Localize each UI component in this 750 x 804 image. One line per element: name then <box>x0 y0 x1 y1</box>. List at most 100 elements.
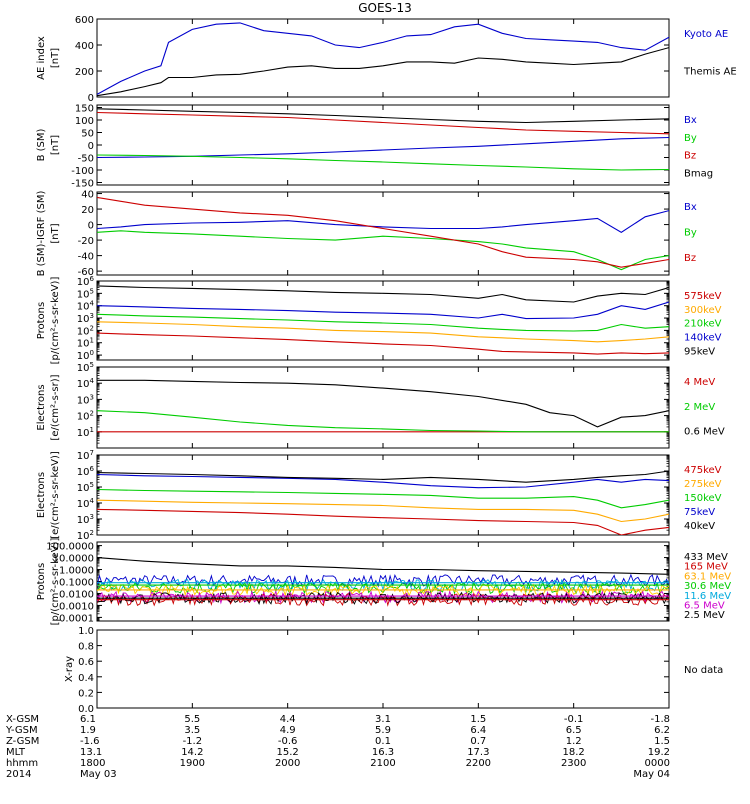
date-end-label: May 04 <box>633 769 670 780</box>
panel-xray: 1.0 0.8 0.6 0.4 0.2 0.0 X-ray No data <box>64 626 723 715</box>
legend-entry: 210keV <box>684 319 722 330</box>
y-tick-label: 102 <box>77 324 94 337</box>
series-line-433-mev <box>97 557 669 575</box>
y-tick-label: 106 <box>77 465 95 478</box>
y-tick-label: 0.6 <box>78 657 94 668</box>
y-tick-label: -60 <box>78 267 94 278</box>
legend-entry: 300keV <box>684 305 722 316</box>
axis-cell-mlt: 18.2 <box>563 747 585 758</box>
axis-cell-hhmm: 2100 <box>370 758 395 769</box>
y-axis-label: Electrons <box>36 384 47 430</box>
y-tick-label: 0.0 <box>78 704 94 715</box>
axis-cell-xgsm: -1.8 <box>650 714 670 725</box>
axis-cell-ygsm: 3.5 <box>184 725 200 736</box>
series-line-bz <box>97 111 669 135</box>
y-tick-label: 50 <box>81 129 94 140</box>
series-line-kyoto-ae <box>97 22 669 95</box>
legend-entry: Bx <box>684 202 697 213</box>
series-line-bx <box>97 136 669 159</box>
panel-bigrf: 40 20 0 -20 -40 -60 B (SM)-IGRF (SM) [nT] Bx By Bz <box>36 190 697 279</box>
legend-entry: 4 MeV <box>684 377 715 388</box>
legend-entry: 150keV <box>684 493 722 504</box>
axis-cell-xgsm: 6.1 <box>80 714 96 725</box>
y-tick-label: 0.1000 <box>59 578 94 589</box>
axis-row-label: hhmm <box>6 758 38 769</box>
series-line-bx <box>97 210 669 233</box>
y-tick-label: 105 <box>77 481 94 494</box>
y-axis-label: [nT] <box>50 135 61 155</box>
axis-row-label: Z-GSM <box>6 736 39 747</box>
series-line-by <box>97 154 669 171</box>
y-axis-label: [e/(cm²-s-sr)] <box>50 374 61 440</box>
series-line-140kev <box>97 301 669 320</box>
y-tick-label: 0 <box>88 221 94 232</box>
axis-row-label: Y-GSM <box>5 725 38 736</box>
legend-entry: Bz <box>684 151 696 162</box>
axis-cell-ygsm: 6.2 <box>654 725 670 736</box>
y-tick-label: 0.0001 <box>59 613 94 624</box>
y-axis-label: [nT] <box>50 223 61 243</box>
axis-cell-mlt: 13.1 <box>80 747 102 758</box>
axis-cell-zgsm: -1.6 <box>80 736 100 747</box>
panel-annotation: No data <box>684 665 723 676</box>
y-tick-label: 200 <box>75 67 94 78</box>
legend-entry: By <box>684 133 697 144</box>
legend-entry: Kyoto AE <box>684 29 728 40</box>
y-tick-label: 103 <box>77 513 94 526</box>
series-line-275kev <box>97 499 669 523</box>
y-axis-label: [p/(cm²-s-sr-keV)] <box>50 538 61 626</box>
axis-cell-xgsm: 4.4 <box>280 714 296 725</box>
series-line-210kev <box>97 313 669 332</box>
y-tick-label: -20 <box>78 236 94 247</box>
panel-frame <box>96 18 670 98</box>
y-tick-label: 105 <box>77 361 94 374</box>
y-axis-label: [e/(cm²-s-sr-keV)] <box>50 451 61 539</box>
y-tick-label: 0.8 <box>78 642 94 653</box>
axis-cell-mlt: 19.2 <box>648 747 670 758</box>
legend-entry: 6.5 MeV <box>684 601 725 612</box>
noisy-trace <box>97 573 669 588</box>
axis-cell-hhmm: 0000 <box>645 758 670 769</box>
y-tick-label: 103 <box>77 312 94 325</box>
legend-entry: 475keV <box>684 465 722 476</box>
axis-cell-xgsm: -0.1 <box>564 714 584 725</box>
panel-protons_high: 100.000010.00001.00000.10000.01000.00100… <box>36 538 731 626</box>
axis-cell-mlt: 16.3 <box>372 747 394 758</box>
figure-title: GOES-13 <box>358 1 412 15</box>
axis-cell-ygsm: 5.9 <box>375 725 391 736</box>
legend-entry: 2 MeV <box>684 402 715 413</box>
axis-cell-ygsm: 6.5 <box>566 725 582 736</box>
axis-cell-mlt: 15.2 <box>277 747 299 758</box>
y-axis-label: B (SM) <box>36 128 47 161</box>
panel-electrons_low: 102 103 104 105 106 107 Electrons [e/(cm²-s-sr-… <box>36 449 722 542</box>
axis-cell-hhmm: 2200 <box>466 758 491 769</box>
axis-cell-xgsm: 3.1 <box>375 714 391 725</box>
y-tick-label: 101 <box>77 426 94 439</box>
series-line-40kev <box>97 470 669 483</box>
axis-row-label: MLT <box>6 747 26 758</box>
y-tick-label: 101 <box>77 337 94 350</box>
series-line-themis-ae <box>97 47 669 97</box>
y-tick-label: -40 <box>78 252 94 263</box>
series-line-bmag <box>97 108 669 124</box>
legend-entry: 95keV <box>684 346 715 357</box>
legend-entry: Bz <box>684 253 696 264</box>
series-line-bz <box>97 196 669 268</box>
axis-cell-ygsm: 1.9 <box>80 725 96 736</box>
axis-cell-zgsm: -1.2 <box>183 736 203 747</box>
axis-cell-mlt: 14.2 <box>181 747 203 758</box>
y-axis-label: B (SM)-IGRF (SM) <box>36 191 47 277</box>
legend-entry: 0.6 MeV <box>684 427 725 438</box>
legend-entry: Bx <box>684 115 697 126</box>
panel-frame <box>96 629 670 709</box>
y-axis-label: X-ray <box>64 656 75 682</box>
date-start-label: May 03 <box>80 769 117 780</box>
axis-cell-zgsm: -0.6 <box>278 736 298 747</box>
y-tick-label: 10.0000 <box>53 554 94 565</box>
axis-cell-xgsm: 5.5 <box>184 714 200 725</box>
y-tick-label: 0.2 <box>78 688 94 699</box>
legend-entry: 140keV <box>684 332 722 343</box>
y-tick-label: 0 <box>88 141 94 152</box>
